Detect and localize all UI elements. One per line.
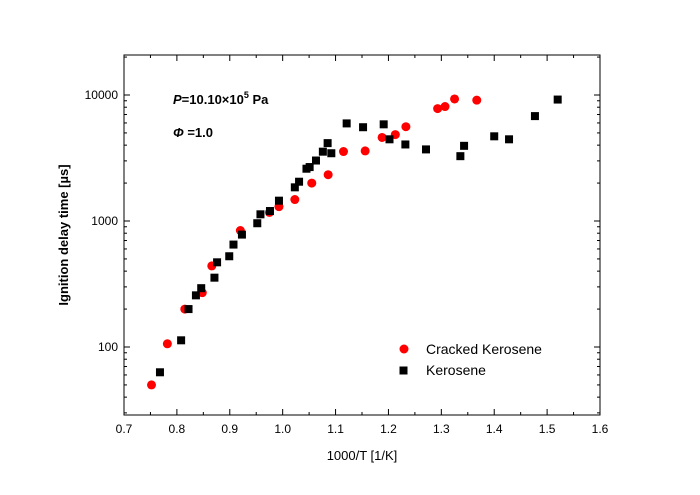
point-cracked-kerosene — [377, 132, 387, 142]
point-kerosene — [213, 258, 222, 267]
point-kerosene — [210, 273, 219, 282]
x-tick-label: 1.3 — [433, 422, 450, 436]
pressure-exponent: 5 — [244, 90, 249, 100]
point-kerosene — [256, 210, 265, 219]
point-cracked-kerosene — [433, 104, 443, 114]
point-cracked-kerosene — [401, 122, 411, 132]
y-tick-label: 10000 — [85, 88, 119, 102]
data-markers — [147, 94, 562, 390]
point-kerosene — [421, 145, 430, 154]
point-cracked-kerosene — [290, 195, 300, 205]
point-kerosene — [530, 112, 539, 121]
point-kerosene — [460, 141, 469, 150]
point-kerosene — [318, 147, 327, 156]
point-kerosene — [505, 135, 514, 144]
x-tick-label: 1.6 — [592, 422, 609, 436]
legend-label-kerosene: Kerosene — [426, 362, 486, 378]
point-kerosene — [184, 305, 193, 314]
point-kerosene — [311, 156, 320, 165]
x-tick-label: 1.5 — [539, 422, 556, 436]
point-kerosene — [305, 163, 314, 172]
axis-ticks: 0.7 0.8 0.9 1.0 1.1 1.2 1.3 1.4 1.5 1.6 100 1000 100… — [85, 55, 609, 436]
plot-frame — [123, 54, 601, 416]
x-tick-label: 0.9 — [221, 422, 238, 436]
pressure-unit: Pa — [249, 92, 269, 107]
pressure-annotation: P=10.10×105 Pa — [173, 90, 269, 107]
point-kerosene — [323, 139, 332, 148]
point-cracked-kerosene — [338, 147, 348, 157]
point-cracked-kerosene — [440, 102, 450, 112]
point-kerosene — [342, 119, 351, 128]
phi-value: =1.0 — [184, 125, 213, 140]
point-kerosene — [253, 219, 262, 228]
point-kerosene — [274, 196, 283, 205]
point-cracked-kerosene — [323, 170, 333, 180]
x-tick-label: 1.4 — [486, 422, 503, 436]
point-kerosene — [327, 149, 336, 158]
x-axis-title: 1000/T [1/K] — [327, 448, 398, 463]
point-kerosene — [385, 135, 394, 144]
point-cracked-kerosene — [162, 339, 172, 349]
point-kerosene — [225, 252, 234, 261]
legend-label-cracked-kerosene: Cracked Kerosene — [426, 341, 542, 357]
pressure-symbol: P — [173, 92, 182, 107]
legend-marker-cracked-kerosene — [399, 344, 409, 354]
point-kerosene — [490, 132, 499, 141]
x-tick-label: 0.8 — [169, 422, 186, 436]
y-tick-label: 100 — [98, 340, 118, 354]
point-cracked-kerosene — [472, 95, 482, 105]
point-kerosene — [290, 183, 299, 192]
pressure-value: =10.10×10 — [182, 92, 244, 107]
y-axis-title: Ignition delay time [µs] — [56, 164, 71, 305]
point-kerosene — [155, 368, 164, 377]
point-kerosene — [359, 123, 368, 132]
point-cracked-kerosene — [307, 178, 317, 188]
point-kerosene — [191, 291, 200, 300]
point-kerosene — [295, 177, 304, 186]
point-kerosene — [229, 240, 238, 249]
legend: Cracked Kerosene Kerosene — [399, 341, 542, 378]
point-cracked-kerosene — [450, 94, 460, 104]
point-cracked-kerosene — [360, 146, 370, 156]
point-kerosene — [553, 95, 562, 104]
point-kerosene — [237, 230, 246, 239]
point-kerosene — [197, 284, 206, 293]
point-kerosene — [265, 207, 274, 216]
x-tick-label: 1.1 — [327, 422, 344, 436]
point-cracked-kerosene — [147, 380, 157, 390]
point-kerosene — [379, 120, 388, 129]
point-kerosene — [177, 336, 186, 345]
phi-symbol: Φ — [173, 125, 184, 140]
phi-annotation: Φ =1.0 — [173, 125, 213, 140]
point-kerosene — [401, 140, 410, 149]
x-tick-label: 1.2 — [380, 422, 397, 436]
legend-marker-kerosene — [399, 366, 408, 375]
y-tick-label: 1000 — [91, 214, 118, 228]
x-tick-label: 1.0 — [274, 422, 291, 436]
point-kerosene — [456, 152, 465, 161]
x-tick-label: 0.7 — [116, 422, 133, 436]
